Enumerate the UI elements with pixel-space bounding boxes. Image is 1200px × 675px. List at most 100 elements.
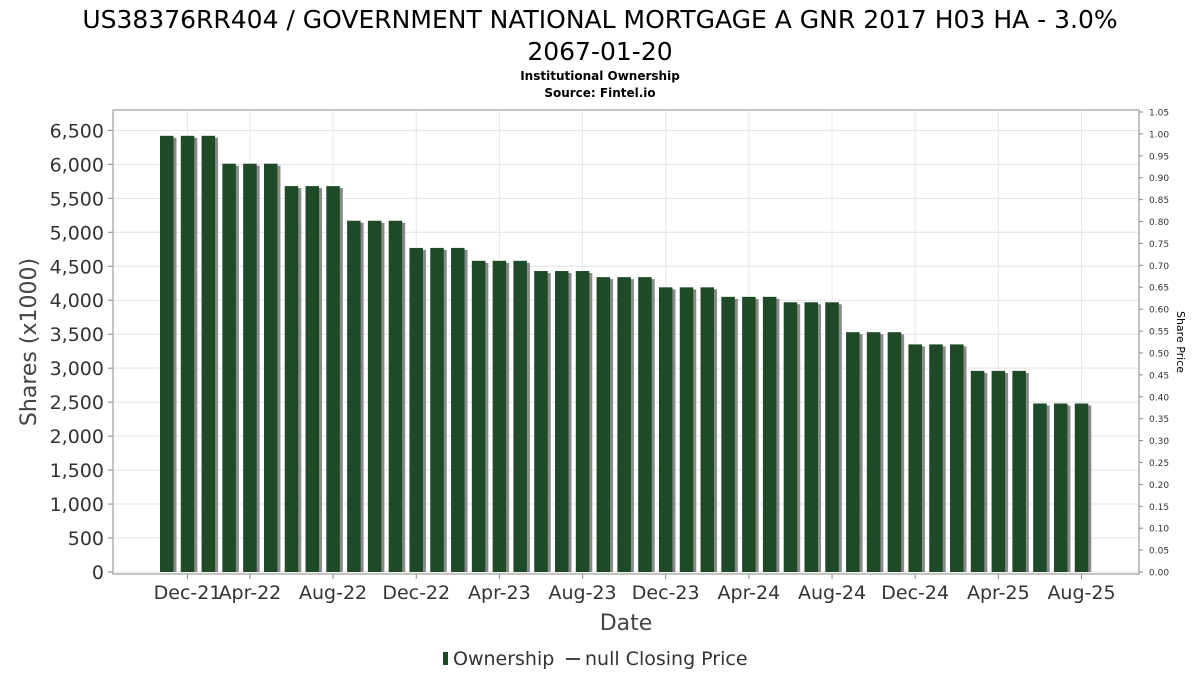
y2-tick-label: 0.35 <box>1149 415 1169 425</box>
bar-ownership <box>160 135 174 573</box>
y2-tick-label: 0.40 <box>1149 393 1169 403</box>
bar-ownership <box>367 220 382 572</box>
legend: Ownership null Closing Price <box>443 648 748 670</box>
y-tick-label: 5,000 <box>50 222 104 244</box>
x-tick-label: Dec-21 <box>154 582 222 604</box>
y2-tick-label: 0.60 <box>1149 306 1169 316</box>
bar-ownership <box>1053 403 1068 572</box>
y2-tick-label: 0.90 <box>1149 174 1169 184</box>
bar-ownership <box>534 271 548 572</box>
x-tick-label: Aug-24 <box>798 582 866 604</box>
bar-ownership <box>222 163 236 572</box>
y-tick-label: 6,000 <box>50 154 104 176</box>
y2-tick-label: 0.00 <box>1149 569 1169 579</box>
y2-tick-label: 0.20 <box>1149 481 1169 491</box>
y2-tick-label: 0.30 <box>1149 437 1169 447</box>
bar-ownership <box>825 302 839 572</box>
y2-axis-label: Share Price <box>1174 311 1187 373</box>
y-tick-label: 5,500 <box>50 188 104 210</box>
y-tick-label: 0 <box>92 562 104 584</box>
bar-ownership <box>991 370 1006 572</box>
y-tick-label: 3,000 <box>50 358 104 380</box>
bar-ownership <box>762 296 777 572</box>
legend-swatch-ownership <box>443 652 448 665</box>
bar-ownership <box>783 302 798 572</box>
bar-ownership <box>326 186 340 572</box>
y2-tick-label: 0.80 <box>1149 218 1169 228</box>
bar-ownership <box>305 186 320 572</box>
bar-ownership <box>388 220 403 572</box>
y-tick-label: 4,000 <box>50 290 104 312</box>
bar-ownership <box>700 287 715 572</box>
bar-series-ownership <box>160 135 1092 573</box>
y2-tick-label: 0.50 <box>1149 349 1169 359</box>
y-axis-left: 0 500 1,000 1,500 2,000 2,500 3,000 3,500 4,000 4… <box>50 120 113 584</box>
y2-tick-label: 0.75 <box>1149 240 1169 250</box>
y-tick-label: 6,500 <box>50 120 104 142</box>
bar-ownership <box>1074 403 1089 572</box>
bar-ownership <box>284 186 299 572</box>
bar-ownership <box>617 277 631 572</box>
bar-ownership <box>1033 403 1047 572</box>
y2-tick-label: 1.00 <box>1149 130 1169 140</box>
bar-ownership <box>471 260 486 572</box>
bar-ownership <box>409 247 423 572</box>
y2-tick-label: 0.15 <box>1149 503 1169 513</box>
bar-ownership <box>866 332 881 572</box>
bar-ownership <box>430 247 444 572</box>
bar-ownership <box>970 370 985 572</box>
bar-ownership <box>492 260 507 572</box>
y2-tick-label: 0.25 <box>1149 459 1169 469</box>
chart-title-line1: US38376RR404 / GOVERNMENT NATIONAL MORTG… <box>82 5 1117 34</box>
x-tick-label: Apr-25 <box>967 582 1030 604</box>
y2-tick-label: 0.65 <box>1149 284 1169 294</box>
x-tick-label: Dec-22 <box>382 582 450 604</box>
y-tick-label: 4,500 <box>50 256 104 278</box>
bar-ownership <box>451 247 465 572</box>
bar-ownership <box>846 332 860 572</box>
y2-tick-label: 0.85 <box>1149 196 1169 206</box>
bar-ownership <box>201 135 216 573</box>
bar-ownership <box>804 302 818 572</box>
y-tick-label: 500 <box>68 528 104 550</box>
chart-subtitle-line2: Source: Fintel.io <box>544 86 655 100</box>
bar-ownership <box>555 271 569 572</box>
x-axis-label: Date <box>600 611 653 636</box>
y-tick-label: 2,000 <box>50 426 104 448</box>
bar-ownership <box>513 260 527 572</box>
y2-tick-label: 0.45 <box>1149 371 1169 381</box>
x-tick-label: Apr-23 <box>468 582 531 604</box>
bar-ownership <box>575 271 590 572</box>
bar-ownership <box>638 277 652 572</box>
bar-ownership <box>596 277 611 572</box>
x-tick-label: Apr-22 <box>219 582 282 604</box>
x-tick-label: Dec-23 <box>632 582 700 604</box>
x-tick-label: Aug-22 <box>299 582 367 604</box>
bar-ownership <box>679 287 694 572</box>
y-tick-label: 3,500 <box>50 324 104 346</box>
x-tick-label: Dec-24 <box>881 582 949 604</box>
x-tick-label: Apr-24 <box>718 582 781 604</box>
y2-tick-label: 1.05 <box>1149 109 1169 119</box>
bar-ownership <box>721 296 735 572</box>
y2-tick-label: 0.95 <box>1149 152 1169 162</box>
bar-ownership <box>658 287 673 572</box>
legend-label-ownership: Ownership <box>453 648 554 670</box>
chart-subtitle-line1: Institutional Ownership <box>520 69 680 83</box>
bar-ownership <box>950 344 964 572</box>
x-tick-label: Aug-23 <box>548 582 616 604</box>
y-tick-label: 1,500 <box>50 460 104 482</box>
x-tick-label: Aug-25 <box>1047 582 1115 604</box>
bar-ownership <box>180 135 195 573</box>
y-axis-right: 0.00 0.05 0.10 0.15 0.20 0.25 0.30 0.35 0.40 0.45… <box>1138 109 1169 579</box>
bar-ownership <box>929 344 943 572</box>
chart-title-line2: 2067-01-20 <box>527 37 672 66</box>
bar-ownership <box>742 296 756 572</box>
bar-ownership <box>908 344 922 572</box>
bar-ownership <box>347 220 361 572</box>
bar-ownership <box>1012 370 1026 572</box>
y2-tick-label: 0.05 <box>1149 547 1169 557</box>
legend-label-price: null Closing Price <box>585 648 748 670</box>
